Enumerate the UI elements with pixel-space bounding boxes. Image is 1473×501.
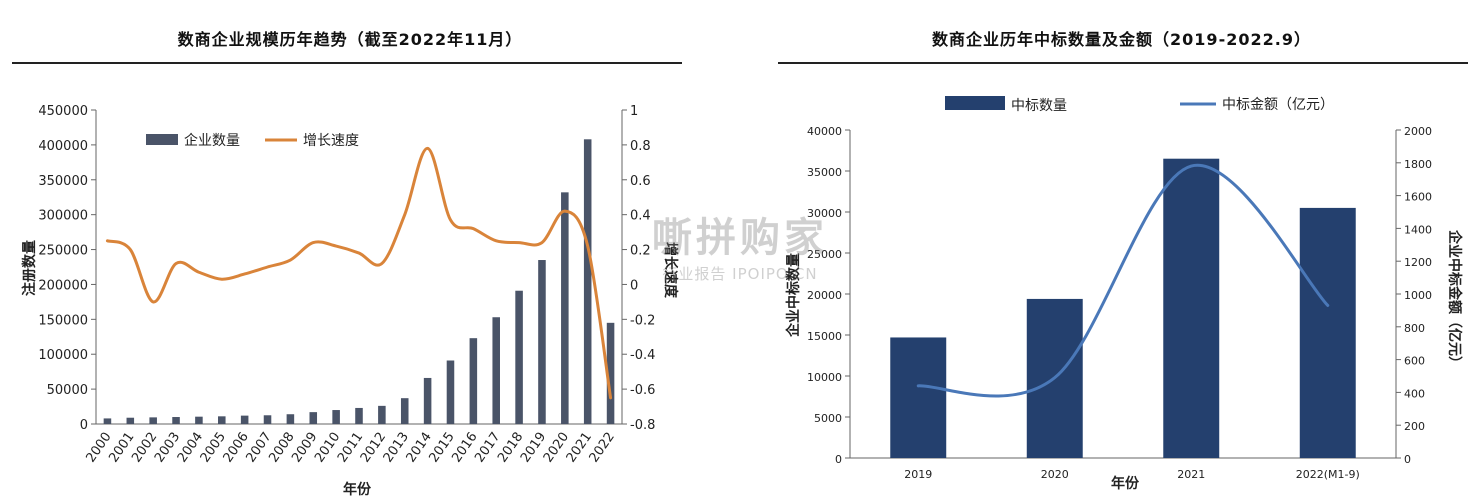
y-tick-label: 400000 xyxy=(38,139,88,154)
y2-axis-title: 企业中标金额（亿元） xyxy=(1446,229,1463,370)
bar xyxy=(515,290,523,424)
bar xyxy=(103,418,112,424)
y2-tick-label: -0.6 xyxy=(630,383,655,398)
y2-tick-label: 1200 xyxy=(1404,256,1432,269)
bar xyxy=(149,417,157,424)
y2-tick-label: 200 xyxy=(1404,420,1425,433)
x-tick-label: 2022(M1-9) xyxy=(1296,468,1360,481)
y2-tick-label: -0.4 xyxy=(630,348,655,363)
y2-tick-label: 0.6 xyxy=(630,174,651,189)
y2-tick-label: 1800 xyxy=(1404,158,1432,171)
x-tick-label: 2021 xyxy=(1177,468,1205,481)
y-tick-label: 10000 xyxy=(807,371,842,384)
y-tick-label: 200000 xyxy=(38,278,88,293)
bar xyxy=(218,416,226,424)
y2-tick-label: 1 xyxy=(630,104,638,119)
y-axis-title: 企业中标数量 xyxy=(785,253,802,338)
y-tick-label: 250000 xyxy=(38,244,88,259)
bar xyxy=(1299,207,1356,458)
legend-label-bar: 中标数量 xyxy=(1011,98,1067,114)
bar xyxy=(309,412,318,424)
bar xyxy=(286,414,295,424)
y2-tick-label: -0.2 xyxy=(630,313,655,328)
chart-title-left: 数商企业规模历年趋势（截至2022年11月） xyxy=(177,30,523,49)
y-tick-label: 25000 xyxy=(807,248,842,261)
y2-tick-label: 600 xyxy=(1404,355,1425,368)
y2-tick-label: -0.8 xyxy=(630,418,655,433)
y2-tick-label: 400 xyxy=(1404,387,1425,400)
bar xyxy=(195,416,203,424)
y-tick-label: 0 xyxy=(80,418,88,433)
bar xyxy=(240,415,249,424)
chart-left-svg: 0 50000 100000 150000 200000 250000 300000 3500… xyxy=(21,104,679,498)
bar xyxy=(400,398,409,424)
bar xyxy=(423,377,432,424)
chart-title-right: 数商企业历年中标数量及金额（2019-2022.9） xyxy=(932,30,1311,49)
legend-label-line: 中标金额（亿元） xyxy=(1222,97,1334,113)
y2-tick-label: 1000 xyxy=(1404,289,1432,302)
legend-swatch-bar xyxy=(146,134,178,145)
bar xyxy=(492,317,500,424)
title-rule-right xyxy=(778,62,1468,64)
series-line xyxy=(105,146,613,400)
bar xyxy=(172,417,180,424)
y-axis-title: 注册数量 xyxy=(21,240,38,296)
y2-tick-label: 1600 xyxy=(1404,191,1432,204)
bar xyxy=(355,407,363,424)
y-tick-label: 35000 xyxy=(807,166,842,179)
title-rule-left xyxy=(12,62,682,64)
y-tick-label: 15000 xyxy=(807,330,842,343)
y2-tick-label: 0.2 xyxy=(630,244,651,259)
legend-label-bar: 企业数量 xyxy=(184,132,240,149)
series-line xyxy=(916,163,1330,398)
y2-tick-label: 0.8 xyxy=(630,139,651,154)
y-tick-label: 20000 xyxy=(807,289,842,302)
y-tick-label: 30000 xyxy=(807,207,842,220)
y-tick-label: 350000 xyxy=(38,174,88,189)
x-tick-label: 2022 xyxy=(587,430,618,466)
x-tick-label: 2019 xyxy=(904,468,932,481)
chart-right-svg: 0500010000150002000025000300003500040000… xyxy=(785,96,1463,492)
y-tick-label: 300000 xyxy=(38,209,88,224)
y2-tick-label: 0 xyxy=(630,278,638,293)
bar xyxy=(126,417,135,424)
y2-tick-label: 0 xyxy=(1404,453,1411,466)
bar xyxy=(378,405,386,424)
x-axis-title: 年份 xyxy=(343,481,372,498)
chart-panel-left: 数商企业规模历年趋势（截至2022年11月） 0 50000 100000 15000… xyxy=(0,0,700,501)
chart-panel-right: 数商企业历年中标数量及金额（2019-2022.9） 0 5000 10000 150… xyxy=(770,0,1473,501)
bar xyxy=(583,139,592,424)
bar xyxy=(469,338,478,424)
bar xyxy=(538,260,546,424)
y-tick-label: 50000 xyxy=(47,383,88,398)
y-tick-label: 150000 xyxy=(38,313,88,328)
legend-swatch-bar xyxy=(945,96,1005,110)
y2-axis-title: 增长速度 xyxy=(662,242,679,299)
bar xyxy=(1163,158,1220,458)
y2-tick-label: 1400 xyxy=(1404,223,1432,236)
bar xyxy=(606,322,615,424)
bar xyxy=(890,337,947,458)
y2-tick-label: 2000 xyxy=(1404,125,1432,138)
y-tick-label: 5000 xyxy=(814,412,842,425)
x-axis-title: 年份 xyxy=(1111,475,1140,492)
y2-tick-label: 800 xyxy=(1404,322,1425,335)
y-tick-label: 0 xyxy=(835,453,842,466)
y-tick-label: 450000 xyxy=(38,104,88,119)
legend-label-line: 增长速度 xyxy=(303,133,359,149)
bar xyxy=(446,360,455,424)
bar xyxy=(332,410,340,424)
bar xyxy=(263,415,272,424)
y2-tick-label: 0.4 xyxy=(630,209,651,224)
y-tick-label: 40000 xyxy=(807,125,842,138)
bar xyxy=(561,192,569,424)
x-tick-label: 2020 xyxy=(1041,468,1069,481)
y-tick-label: 100000 xyxy=(38,348,88,363)
